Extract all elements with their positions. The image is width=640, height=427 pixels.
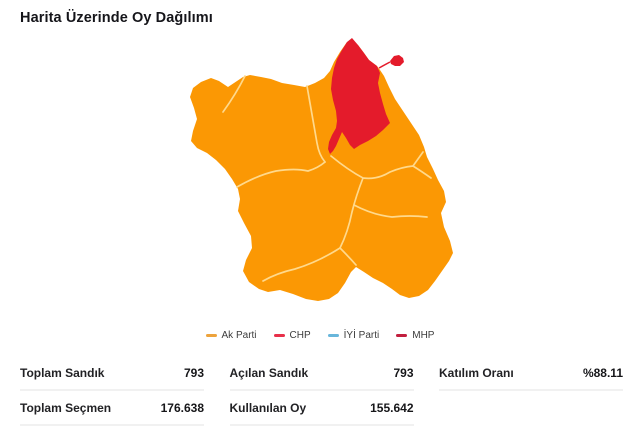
legend-item-mhp[interactable]: MHP (396, 330, 434, 341)
stat-cell-empty (439, 391, 623, 424)
legend-item-iyiparti[interactable]: İYİ Parti (327, 330, 380, 341)
stat-value: %88.11 (582, 365, 623, 380)
legend-label: MHP (412, 330, 435, 341)
stat-value: 155.642 (370, 400, 414, 415)
legend-label: Ak Parti (221, 330, 257, 341)
map-province-shape[interactable] (190, 42, 453, 301)
stat-toplam-secmen: Toplam Seçmen 176.638 (20, 391, 204, 426)
stat-value: 793 (183, 365, 204, 380)
stat-kullanilan-oy: Kullanılan Oy 155.642 (229, 391, 414, 426)
mhp-color-dash (396, 334, 408, 337)
district-boundaries (222, 75, 432, 282)
stat-label: Açılan Sandık (229, 365, 309, 380)
map-peninsula-spur (378, 61, 391, 69)
legend-item-chp[interactable]: CHP (273, 330, 311, 341)
stat-label: Kullanılan Oy (229, 400, 307, 415)
stat-toplam-sandik: Toplam Sandık 793 (20, 356, 204, 391)
stat-katilim-orani: Katılım Oranı %88.11 (439, 356, 623, 391)
legend-item-akparti[interactable]: Ak Parti (205, 330, 257, 341)
page-title: Harita Üzerinde Oy Dağılımı (20, 10, 213, 26)
iyiparti-color-dash (327, 334, 339, 337)
stat-label: Toplam Seçmen (20, 400, 112, 415)
stat-acilan-sandik: Açılan Sandık 793 (229, 356, 414, 391)
stat-label: Katılım Oranı (439, 365, 514, 380)
vote-stats-table: Toplam Sandık 793 Açılan Sandık 793 Katı… (20, 356, 623, 426)
map-peninsula-tip (390, 55, 404, 66)
map-highlight-district[interactable] (328, 38, 390, 154)
legend-label: İYİ Parti (343, 330, 380, 341)
map-legend: Ak Parti CHP İYİ Parti MHP (0, 330, 640, 341)
stat-value: 793 (393, 365, 414, 380)
legend-label: CHP (289, 330, 311, 341)
akparti-color-dash (205, 334, 217, 337)
chp-color-dash (273, 334, 285, 337)
stat-label: Toplam Sandık (20, 365, 105, 380)
stat-value: 176.638 (160, 400, 204, 415)
